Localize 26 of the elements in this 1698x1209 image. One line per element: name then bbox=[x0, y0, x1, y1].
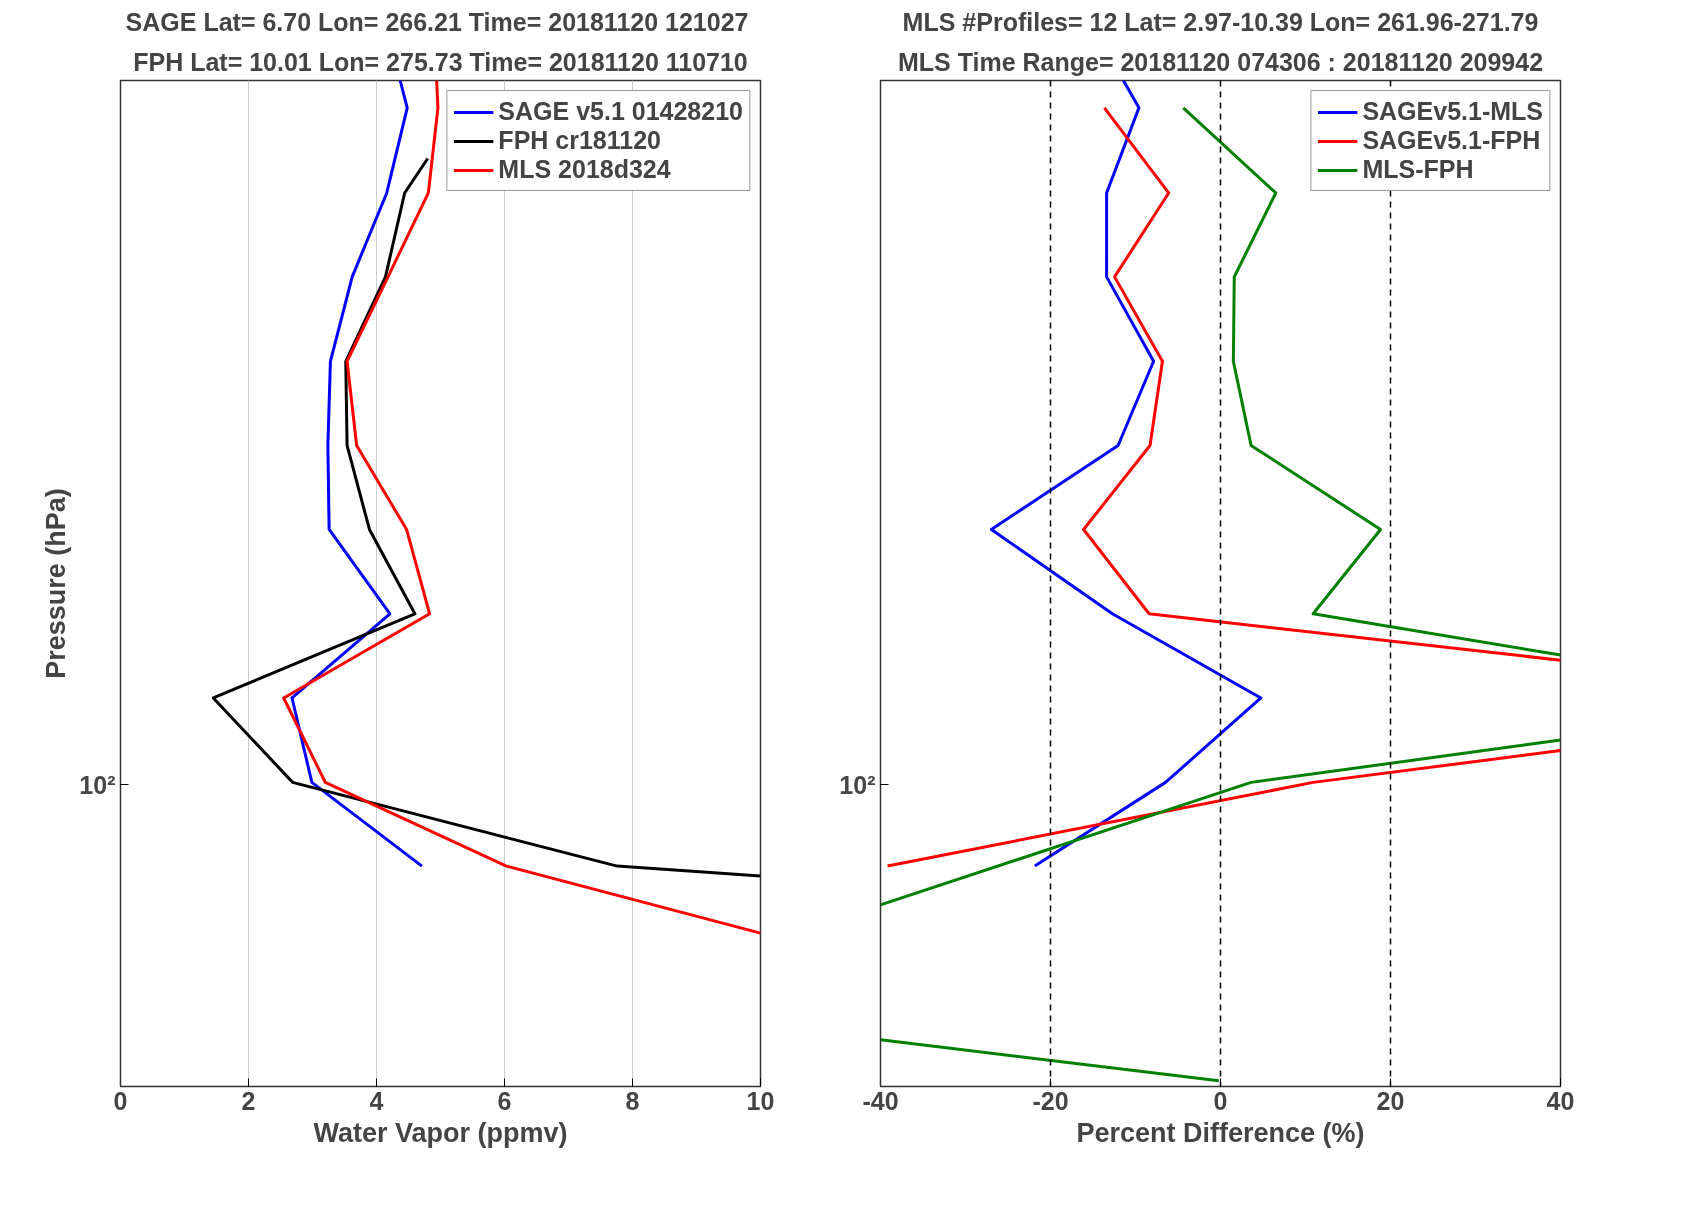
x-tick-label: -40 bbox=[862, 1086, 899, 1115]
legend-label: MLS-FPH bbox=[1362, 155, 1474, 184]
text: 10² bbox=[839, 770, 876, 799]
legend-label: MLS 2018d324 bbox=[498, 155, 671, 184]
text: 10² bbox=[79, 770, 116, 799]
y-axis-title: Pressure (hPa) bbox=[41, 488, 72, 679]
x-tick-label: 8 bbox=[625, 1086, 640, 1115]
legend-label: SAGEv5.1-FPH bbox=[1362, 126, 1541, 155]
legend-label: FPH cr181120 bbox=[498, 126, 661, 155]
legend-label: SAGE v5.1 01428210 bbox=[498, 97, 743, 126]
x-tick-label: 40 bbox=[1546, 1086, 1575, 1115]
x-tick-label: 10 bbox=[746, 1086, 775, 1115]
x-tick-label: 0 bbox=[1213, 1086, 1228, 1115]
chart-title: MLS #Profiles= 12 Lat= 2.97-10.39 Lon= 261.96-271.79 bbox=[902, 7, 1539, 36]
legend-label: SAGEv5.1-MLS bbox=[1362, 97, 1543, 126]
x-tick-label: 20 bbox=[1376, 1086, 1405, 1115]
x-tick-label: -20 bbox=[1032, 1086, 1069, 1115]
x-tick-label: 4 bbox=[369, 1086, 384, 1115]
x-axis-title: Percent Difference (%) bbox=[1076, 1117, 1365, 1148]
chart-subtitle: MLS Time Range= 20181120 074306 : 20181120 209942 bbox=[897, 47, 1544, 76]
x-axis-title: Water Vapor (ppmv) bbox=[313, 1117, 568, 1148]
x-tick-label: 0 bbox=[113, 1086, 128, 1115]
x-tick-label: 2 bbox=[241, 1086, 256, 1115]
chart-title: SAGE Lat= 6.70 Lon= 266.21 Time= 20181120 121027 bbox=[125, 7, 749, 36]
chart-subtitle: FPH Lat= 10.01 Lon= 275.73 Time= 20181120 110710 bbox=[133, 47, 748, 76]
x-tick-label: 6 bbox=[497, 1086, 512, 1115]
